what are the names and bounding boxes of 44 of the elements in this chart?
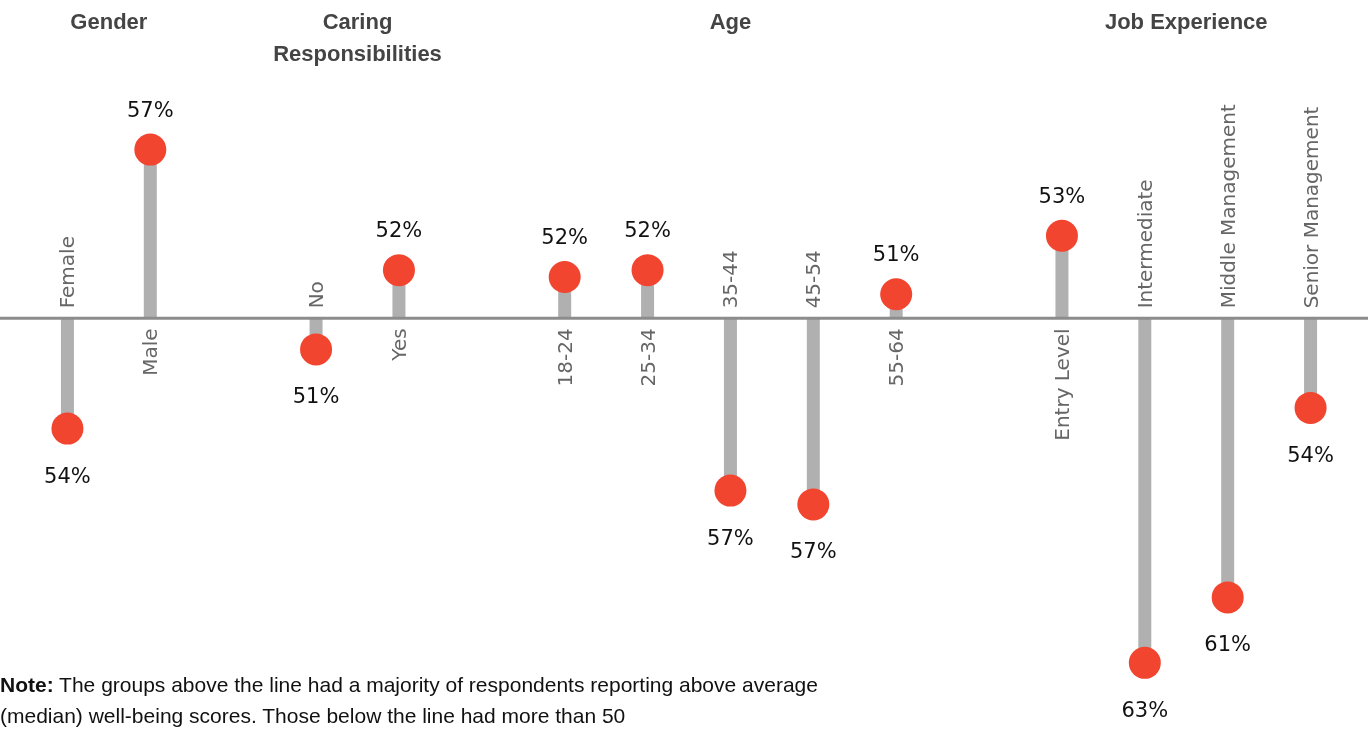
point [880, 278, 913, 311]
point [797, 488, 830, 521]
point [1211, 581, 1244, 614]
annotation: 51% [292, 384, 340, 409]
annotation: 52% [624, 218, 671, 243]
text: Note: The groups above the line had a majority of respondents reporting above average (median) well-being scores. Those below the line had more than 50 [0, 673, 818, 728]
text: Job Experience [1104, 9, 1268, 35]
annotation: 53% [1038, 183, 1086, 208]
x-tick-label: Entry Level [1049, 328, 1074, 441]
annotation: 52% [541, 224, 589, 249]
x-tick-label: Intermediate [1132, 179, 1157, 309]
annotation: 61% [1204, 632, 1252, 657]
x-tick-label: Middle Management [1215, 104, 1240, 309]
point [631, 254, 664, 287]
x-tick-label: 45-54 [801, 250, 826, 309]
x-tick-label: Senior Management [1298, 106, 1323, 309]
point [300, 333, 333, 366]
point [382, 254, 415, 287]
annotation: 54% [1287, 442, 1334, 467]
point [134, 133, 167, 166]
x-tick-label: Yes [386, 328, 411, 362]
x-tick-label: 25-34 [635, 328, 660, 387]
text: Caring Responsibilities [273, 9, 442, 67]
annotation: 57% [707, 525, 754, 550]
annotation: 51% [872, 242, 920, 267]
annotation: 57% [126, 97, 174, 122]
x-tick-label: 18-24 [552, 328, 577, 387]
point [51, 412, 84, 445]
x-tick-label: Female [55, 236, 80, 309]
point [548, 261, 581, 294]
annotation: 63% [1121, 697, 1169, 722]
point [1045, 219, 1078, 252]
annotation: 54% [44, 463, 91, 488]
x-tick-label: 35-44 [718, 250, 743, 309]
annotation: 57% [789, 539, 837, 564]
annotation: 52% [375, 218, 423, 243]
point [1294, 391, 1327, 424]
point [714, 474, 747, 507]
x-tick-label: No [304, 281, 329, 309]
x-tick-label: 55-64 [884, 328, 909, 387]
text: Age [709, 9, 752, 35]
text: Gender [70, 9, 148, 35]
x-tick-label: Male [138, 328, 163, 376]
point [1128, 646, 1161, 679]
